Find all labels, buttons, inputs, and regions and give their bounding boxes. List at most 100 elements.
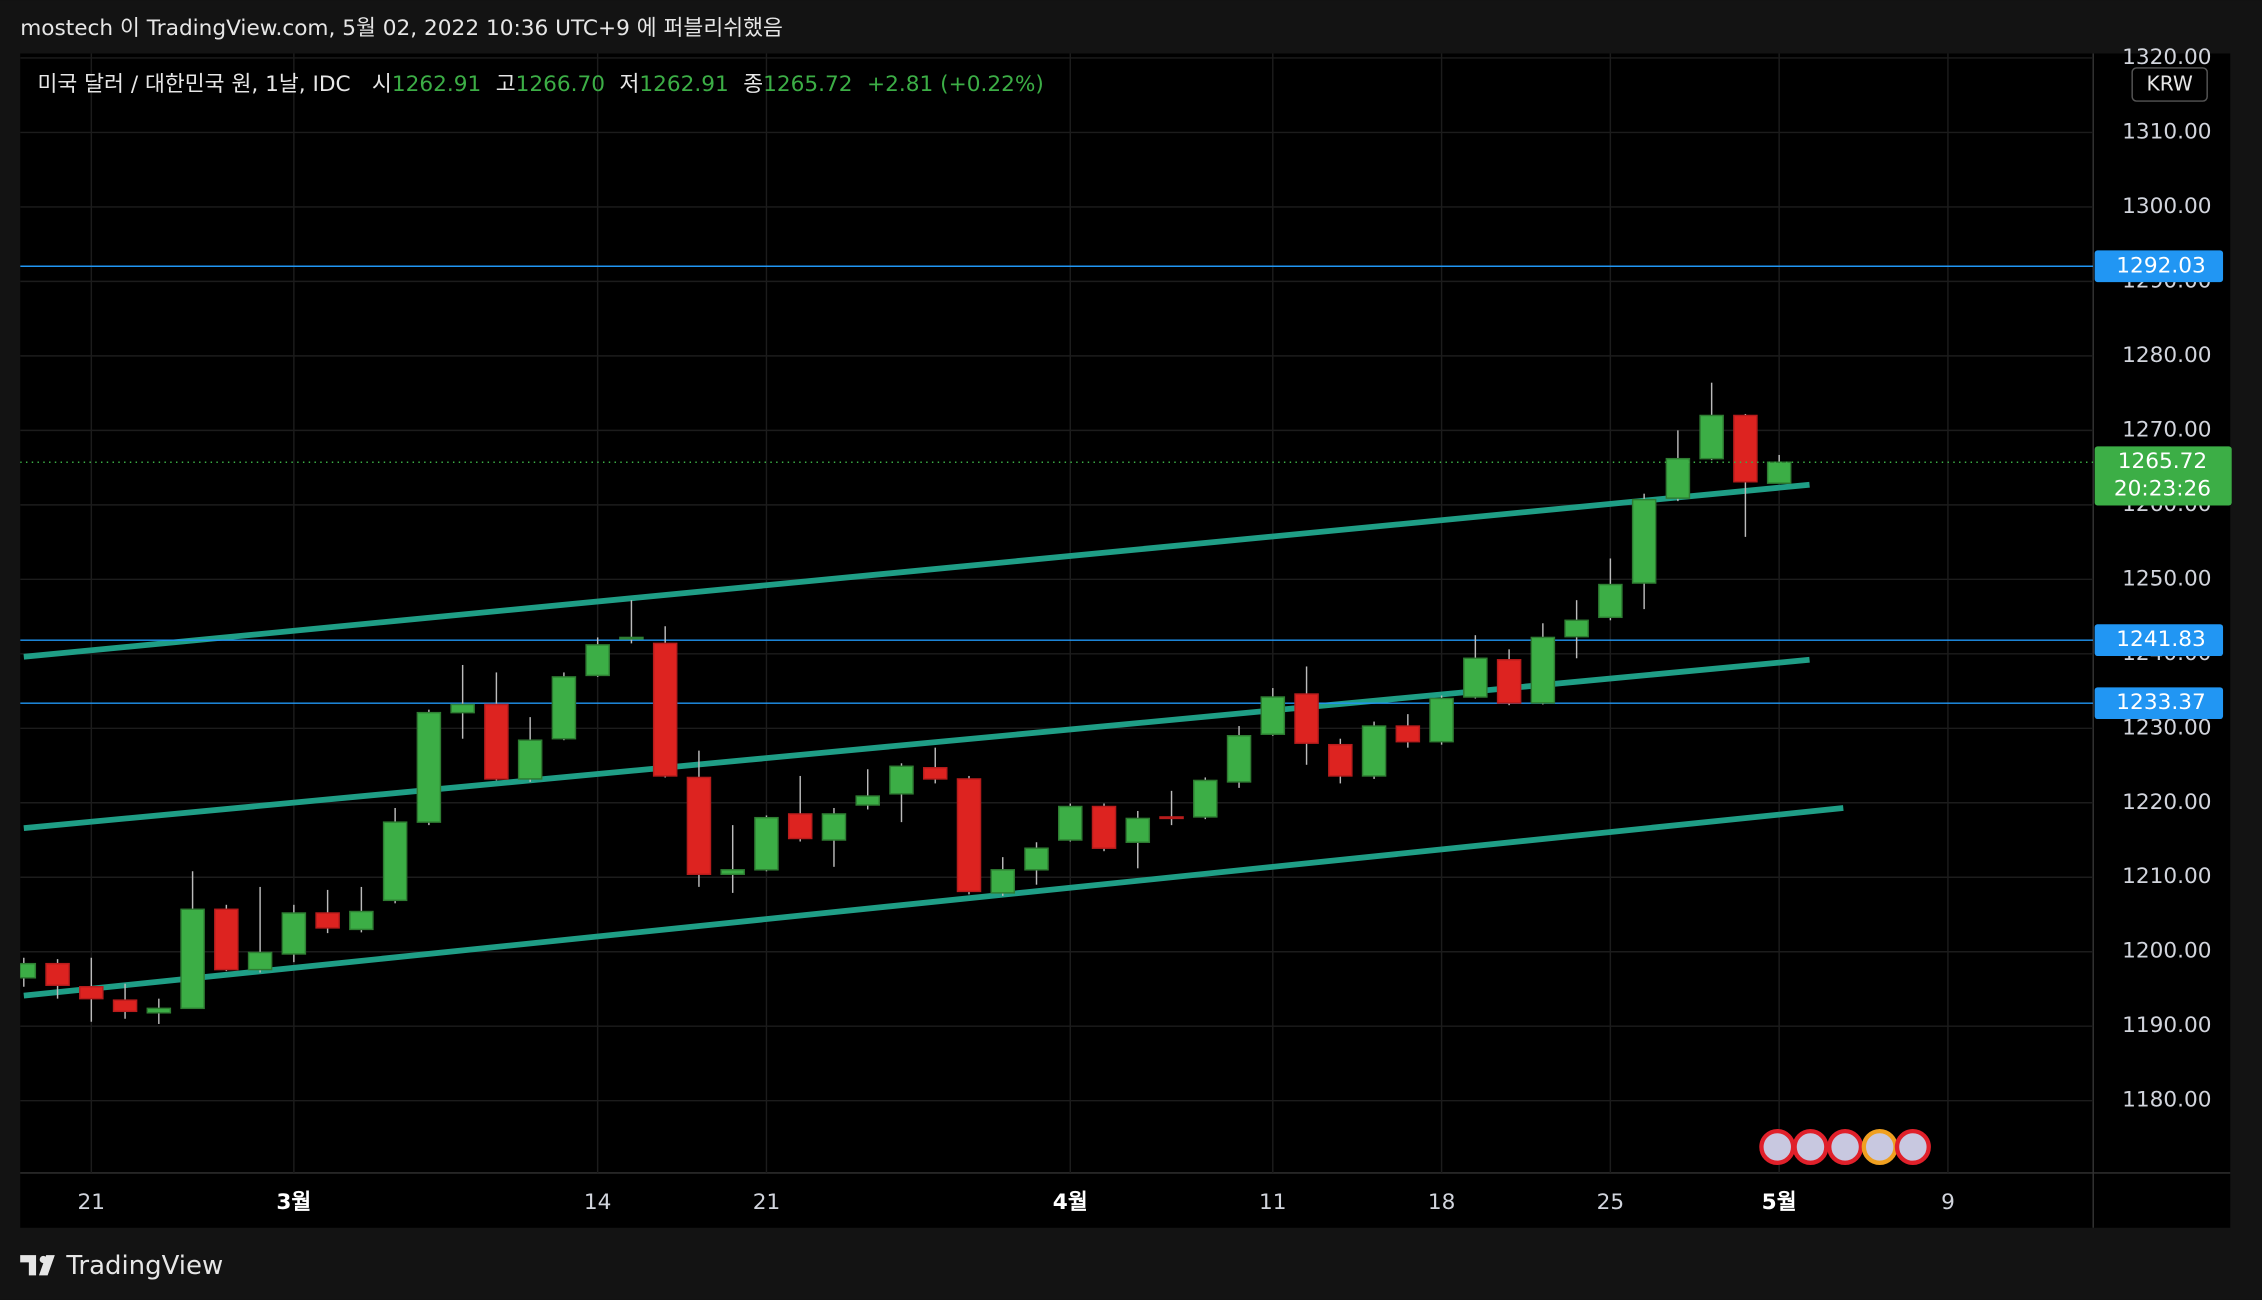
brand: TradingView — [65, 1251, 223, 1281]
x-tick-label: 21 — [753, 1190, 781, 1215]
candle-body — [585, 644, 610, 677]
candle-body — [922, 767, 948, 780]
event-icon — [1894, 1128, 1931, 1166]
legend-label: 종 — [743, 72, 763, 97]
price-label: 1241.83 — [2116, 627, 2205, 652]
candle-body — [1193, 779, 1218, 818]
axes: 1180.00 1190.00 1200.00 1210.00 1220.00 1230.… — [78, 45, 2232, 1215]
candle-body — [1260, 696, 1286, 735]
event-icon — [1759, 1128, 1796, 1166]
event-icons — [1759, 1128, 1931, 1166]
candle-body — [517, 739, 543, 780]
candle-body — [787, 813, 813, 840]
candle-body — [1766, 461, 1792, 484]
price-label: 1292.03 — [2116, 253, 2205, 278]
candle-body — [619, 636, 644, 640]
y-tick-label: 1320.00 — [2122, 45, 2211, 70]
candle-body — [1530, 636, 1556, 704]
candle-body — [1159, 816, 1184, 820]
x-tick-label: 4월 — [1053, 1190, 1088, 1215]
candle-body — [1463, 657, 1488, 698]
legend-value: 1265.72 — [763, 72, 852, 97]
candle-body — [956, 778, 982, 893]
candle-body — [1328, 743, 1353, 777]
y-tick-label: 1250.00 — [2122, 566, 2211, 591]
logo-dot — [39, 1255, 47, 1264]
price-label-box — [2094, 624, 2224, 657]
candle-body — [1429, 697, 1454, 743]
legend-symbol: 미국 달러 / 대한민국 원, 1날, IDC — [38, 72, 351, 97]
y-tick-label: 1230.00 — [2122, 715, 2211, 740]
trend-line — [23, 481, 1810, 660]
candle-body — [686, 776, 712, 875]
candle-body — [889, 765, 914, 795]
x-tick-label: 25 — [1597, 1190, 1625, 1215]
legend-label: 저 — [619, 72, 639, 97]
y-tick-label: 1200.00 — [2122, 939, 2211, 964]
candle-body — [1226, 735, 1252, 783]
candle-body — [1564, 619, 1589, 638]
candle-body — [146, 1007, 172, 1014]
candle-body — [450, 703, 475, 714]
candle-body — [754, 816, 779, 871]
trend-line — [23, 805, 1844, 999]
candle-body — [1598, 583, 1623, 619]
candle-body — [247, 951, 273, 971]
y-tick-label: 1220.00 — [2122, 790, 2211, 815]
event-icon — [1792, 1128, 1829, 1166]
candle-body — [281, 912, 307, 955]
candle-body — [720, 869, 745, 875]
candle-body — [382, 821, 408, 902]
candle-body — [1125, 817, 1151, 843]
legend-value: 1266.70 — [516, 72, 605, 97]
legend-label: 시 — [372, 72, 392, 97]
candle-body — [1665, 457, 1691, 499]
candle-body — [484, 703, 509, 780]
candle-body — [1024, 847, 1049, 871]
candle-body — [1395, 725, 1421, 743]
candle-body — [1733, 414, 1758, 483]
x-tick-label: 11 — [1259, 1190, 1287, 1215]
last-price-box — [2094, 446, 2232, 506]
candle-body — [1294, 693, 1319, 744]
chart-title: mostech 이 TradingView.com, 5월 02, 2022 1… — [20, 16, 783, 41]
candle-body — [821, 813, 847, 841]
y-tick-label: 1180.00 — [2122, 1088, 2211, 1113]
candle-body — [1496, 659, 1522, 704]
brand-logo — [20, 1255, 55, 1276]
event-icon — [1861, 1128, 1898, 1166]
candle-body — [1631, 498, 1657, 584]
candle-body — [990, 869, 1016, 894]
candle-body — [45, 962, 70, 986]
candle-body — [1058, 805, 1083, 841]
candle-body — [214, 908, 239, 971]
x-tick-label: 21 — [78, 1190, 106, 1215]
currency-box — [2131, 67, 2208, 102]
candle-body — [1361, 725, 1387, 777]
y-tick-label: 1310.00 — [2122, 119, 2211, 144]
currency: KRW — [2146, 72, 2192, 96]
legend-value: 1262.91 — [639, 72, 728, 97]
candle-body — [652, 642, 678, 777]
candle-body — [20, 962, 37, 979]
y-tick-label: 1190.00 — [2122, 1013, 2211, 1038]
candle-body — [112, 999, 138, 1013]
legend-value: 1262.91 — [392, 72, 481, 97]
y-tick-label: 1270.00 — [2122, 417, 2211, 442]
candle-body — [349, 910, 374, 931]
legend-change: +2.81 (+0.22%) — [867, 72, 1044, 97]
candle-body — [1091, 805, 1117, 849]
y-tick-label: 1300.00 — [2122, 194, 2211, 219]
last-price-label: 1265.72 — [2118, 449, 2207, 474]
candle-body — [180, 908, 205, 1010]
candle-body — [315, 912, 340, 929]
x-tick-label: 9 — [1941, 1190, 1955, 1215]
legend: 미국 달러 / 대한민국 원, 1날, IDC 시1262.91 고1266.70… — [38, 72, 1044, 97]
countdown: 20:23:26 — [2114, 477, 2211, 502]
price-label: 1233.37 — [2116, 690, 2205, 715]
y-tick-label: 1210.00 — [2122, 864, 2211, 889]
plot-area — [20, 53, 2094, 1173]
event-icon — [1827, 1128, 1864, 1166]
